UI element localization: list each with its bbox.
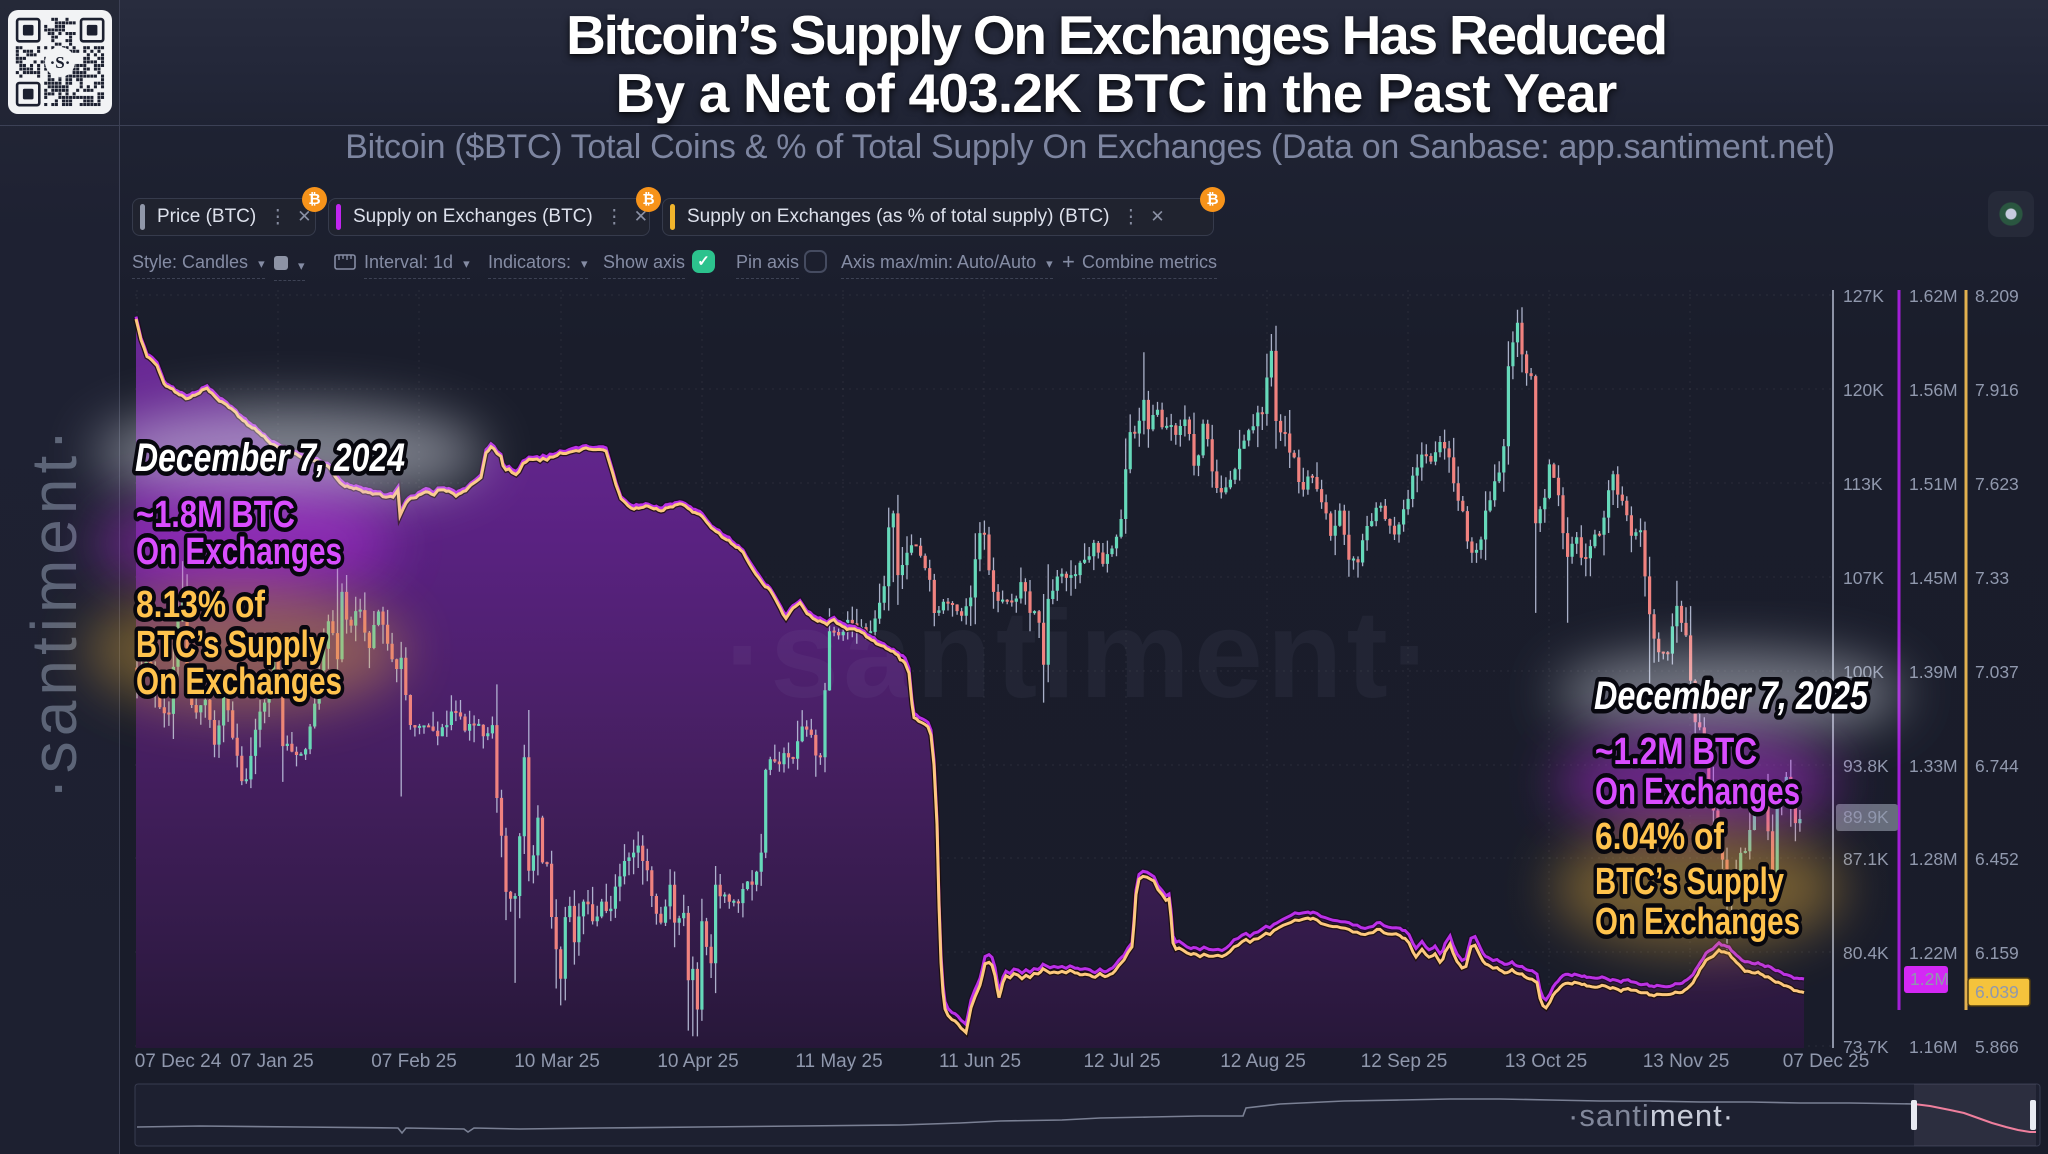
svg-text:6.452: 6.452 <box>1975 849 2019 869</box>
svg-text:On Exchanges: On Exchanges <box>1595 901 1800 943</box>
svg-text:On Exchanges: On Exchanges <box>136 661 342 703</box>
svg-text:11 Jun 25: 11 Jun 25 <box>939 1051 1021 1072</box>
svg-text:1.2M: 1.2M <box>1910 969 1949 989</box>
svg-text:December 7, 2024: December 7, 2024 <box>135 436 405 480</box>
svg-text:12 Sep 25: 12 Sep 25 <box>1361 1051 1448 1072</box>
svg-text:10 Apr 25: 10 Apr 25 <box>657 1051 738 1072</box>
svg-text:10 Mar 25: 10 Mar 25 <box>514 1051 600 1072</box>
svg-text:December 7, 2025: December 7, 2025 <box>1594 674 1869 718</box>
svg-text:12 Aug 25: 12 Aug 25 <box>1220 1051 1306 1072</box>
svg-text:5.866: 5.866 <box>1975 1037 2019 1057</box>
svg-text:~1.8M BTC: ~1.8M BTC <box>136 494 295 536</box>
svg-text:1.33M: 1.33M <box>1909 756 1958 776</box>
svg-text:On Exchanges: On Exchanges <box>136 531 342 573</box>
svg-text:8.209: 8.209 <box>1975 286 2019 306</box>
svg-text:13 Nov 25: 13 Nov 25 <box>1643 1051 1730 1072</box>
svg-text:7.623: 7.623 <box>1975 474 2019 494</box>
svg-text:107K: 107K <box>1843 568 1884 588</box>
svg-text:120K: 120K <box>1843 380 1884 400</box>
svg-text:1.45M: 1.45M <box>1909 568 1958 588</box>
svg-text:~1.2M BTC: ~1.2M BTC <box>1595 731 1757 773</box>
svg-text:7.916: 7.916 <box>1975 380 2019 400</box>
svg-text:1.39M: 1.39M <box>1909 662 1958 682</box>
svg-text:12 Jul 25: 12 Jul 25 <box>1083 1051 1160 1072</box>
svg-text:7.037: 7.037 <box>1975 662 2019 682</box>
svg-text:6.159: 6.159 <box>1975 943 2019 963</box>
svg-text:07 Dec 24: 07 Dec 24 <box>135 1051 222 1072</box>
svg-text:113K: 113K <box>1843 474 1883 494</box>
svg-text:127K: 127K <box>1843 286 1884 306</box>
svg-text:6.744: 6.744 <box>1975 756 2019 776</box>
svg-text:BTC’s Supply: BTC’s Supply <box>1595 861 1784 903</box>
svg-text:07 Dec 25: 07 Dec 25 <box>1783 1051 1870 1072</box>
svg-text:93.8K: 93.8K <box>1843 756 1889 776</box>
svg-text:13 Oct 25: 13 Oct 25 <box>1505 1051 1587 1072</box>
svg-text:07 Jan 25: 07 Jan 25 <box>230 1051 313 1072</box>
svg-text:1.62M: 1.62M <box>1909 286 1958 306</box>
svg-text:1.51M: 1.51M <box>1909 474 1958 494</box>
svg-text:80.4K: 80.4K <box>1843 943 1889 963</box>
svg-text:6.04% of: 6.04% of <box>1595 816 1724 858</box>
svg-text:6.039: 6.039 <box>1975 982 2019 1002</box>
svg-text:1.56M: 1.56M <box>1909 380 1958 400</box>
svg-text:07 Feb 25: 07 Feb 25 <box>371 1051 457 1072</box>
svg-text:89.9K: 89.9K <box>1843 807 1889 827</box>
svg-text:BTC’s Supply: BTC’s Supply <box>136 624 325 666</box>
svg-text:·S·: ·S· <box>50 53 71 72</box>
svg-text:On Exchanges: On Exchanges <box>1595 771 1800 813</box>
svg-text:7.33: 7.33 <box>1975 568 2009 588</box>
svg-text:1.16M: 1.16M <box>1909 1037 1958 1057</box>
svg-text:1.22M: 1.22M <box>1909 943 1958 963</box>
svg-text:87.1K: 87.1K <box>1843 849 1889 869</box>
svg-text:8.13% of: 8.13% of <box>136 584 265 626</box>
svg-text:·santiment·: ·santiment· <box>725 586 1437 724</box>
svg-text:1.28M: 1.28M <box>1909 849 1958 869</box>
svg-text:11 May 25: 11 May 25 <box>795 1051 882 1072</box>
svg-text:73.7K: 73.7K <box>1843 1037 1889 1057</box>
